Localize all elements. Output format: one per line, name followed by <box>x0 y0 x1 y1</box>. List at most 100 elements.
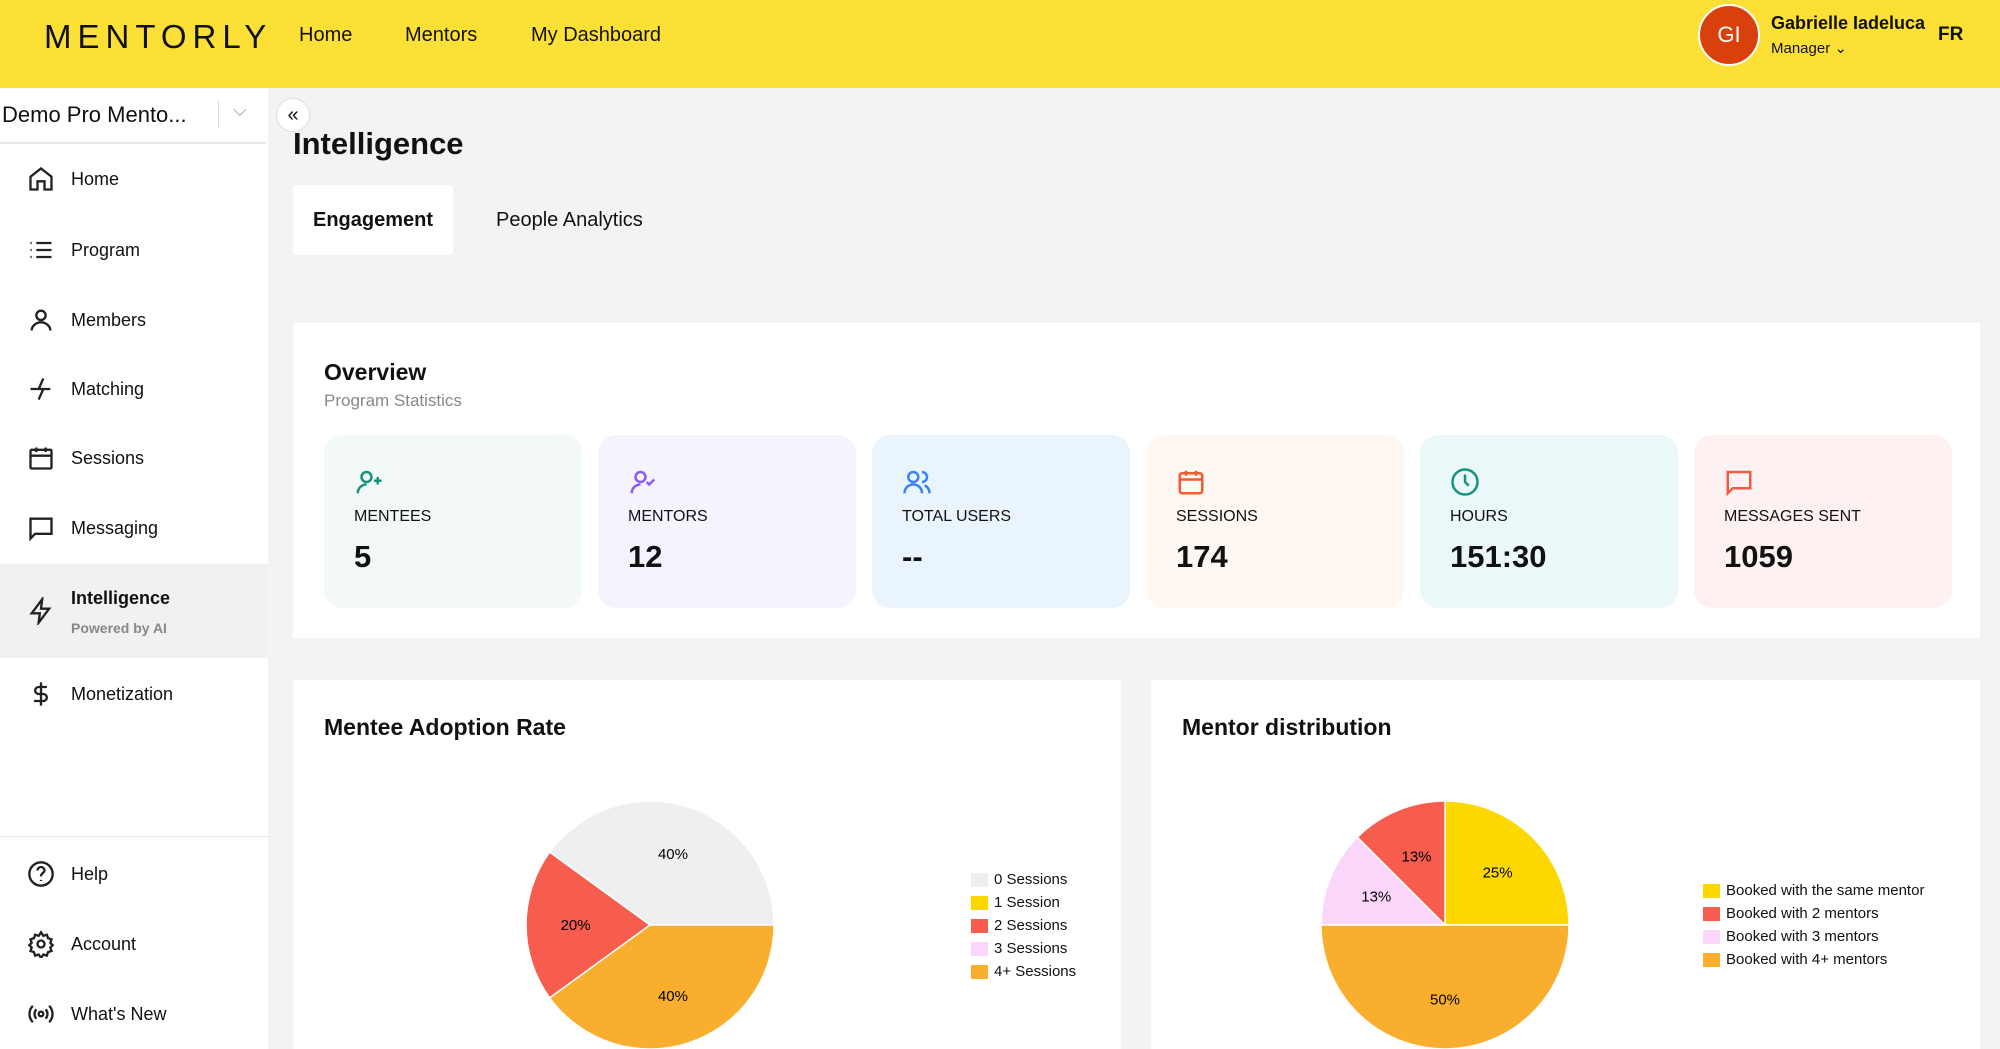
sidebar-item-intelligence[interactable]: Intelligence Powered by AI <box>0 564 268 658</box>
sidebar-item-label: Help <box>71 863 109 884</box>
tab-people-analytics[interactable]: People Analytics <box>496 208 643 231</box>
stat-value: 12 <box>628 539 663 574</box>
user-plus-icon <box>356 470 382 494</box>
legend-swatch <box>971 918 988 933</box>
legend-label: 1 Session <box>994 894 1060 911</box>
legend-item[interactable]: 0 Sessions <box>971 868 1076 891</box>
legend-item[interactable]: 2 Sessions <box>971 914 1076 937</box>
mentor-distribution-pie: 25% 13% 13% 50% <box>1320 800 1570 1049</box>
pie-slice[interactable] <box>1320 836 1447 926</box>
sidebar-item-label: Members <box>71 309 147 330</box>
legend-item[interactable]: Booked with the same mentor <box>1703 879 1924 902</box>
sidebar-item-whats-new[interactable]: What's New <box>0 989 268 1039</box>
slice-label: 50% <box>1430 991 1460 1008</box>
legend-label: Booked with 2 mentors <box>1726 905 1879 922</box>
sidebar-item-messaging[interactable]: Messaging <box>0 503 268 553</box>
slice-label: 25% <box>1483 864 1513 881</box>
chevron-down-icon: ⌵ <box>233 100 247 120</box>
legend-swatch <box>1703 883 1720 898</box>
sidebar-item-label: Account <box>71 933 137 954</box>
matching-icon <box>30 378 51 400</box>
mentor-distribution-card: Mentor distribution 25% 13% 13% 50% Booked … <box>1151 680 1980 1049</box>
sidebar-item-label: What's New <box>71 1003 167 1024</box>
stat-label: TOTAL USERS <box>902 508 1012 525</box>
legend-item[interactable]: 1 Session <box>971 891 1076 914</box>
nav-mentors[interactable]: Mentors <box>405 24 478 46</box>
sidebar-item-label: Sessions <box>71 447 145 468</box>
legend-item[interactable]: Booked with 2 mentors <box>1703 902 1924 925</box>
stat-label: MENTEES <box>354 508 432 525</box>
overview-subtitle: Program Statistics <box>324 391 462 410</box>
sidebar-item-account[interactable]: Account <box>0 919 268 969</box>
legend-label: 3 Sessions <box>994 940 1068 957</box>
users-icon <box>903 470 931 494</box>
stat-label: MESSAGES SENT <box>1724 508 1861 525</box>
tab-engagement[interactable]: Engagement <box>293 185 454 255</box>
sidebar-item-label: Intelligence <box>71 588 171 608</box>
legend-item[interactable]: 3 Sessions <box>971 937 1076 960</box>
dollar-icon <box>34 682 48 706</box>
user-role: Manager <box>1771 40 1831 57</box>
org-name: Demo Pro Mento... <box>2 102 187 127</box>
user-name[interactable]: Gabrielle Iadeluca <box>1771 13 1926 33</box>
pie-slice[interactable] <box>1444 800 1570 926</box>
stat-label: HOURS <box>1450 508 1508 525</box>
slice-label: 40% <box>658 846 688 863</box>
slice-label: 40% <box>658 988 688 1005</box>
mentorly-logo[interactable]: MENTORLY <box>44 18 273 55</box>
home-icon <box>29 167 53 191</box>
message-icon <box>29 517 53 542</box>
legend-label: Booked with 3 mentors <box>1726 928 1879 945</box>
user-role-dropdown[interactable]: Manager ⌄ <box>1771 39 1847 57</box>
collapse-sidebar-button[interactable]: « <box>276 98 310 132</box>
legend-item[interactable]: Booked with 3 mentors <box>1703 925 1924 948</box>
user-icon <box>30 309 52 331</box>
sidebar-divider <box>0 836 268 837</box>
stat-label: MENTORS <box>628 508 708 525</box>
sidebar-item-label: Monetization <box>71 683 174 704</box>
calendar-icon <box>1178 470 1204 495</box>
language-switch[interactable]: FR <box>1938 24 1964 45</box>
sidebar-item-label: Program <box>71 239 141 260</box>
legend-swatch <box>1703 929 1720 944</box>
sidebar-item-help[interactable]: Help <box>0 849 268 899</box>
legend-item[interactable]: 4+ Sessions <box>971 960 1076 983</box>
sidebar-item-label: Matching <box>71 378 145 399</box>
pie-slice[interactable] <box>548 800 775 926</box>
stat-value: -- <box>902 539 923 574</box>
stat-value: 1059 <box>1724 539 1793 574</box>
sidebar-item-monetization[interactable]: Monetization <box>0 669 268 719</box>
help-icon <box>28 861 54 887</box>
divider <box>218 100 219 128</box>
clock-icon <box>1451 468 1479 496</box>
chevrons-left-icon: « <box>287 103 299 126</box>
stat-card-sessions: SESSIONS 174 <box>1146 435 1404 608</box>
avatar[interactable]: GI <box>1698 4 1760 66</box>
legend-label: 0 Sessions <box>994 871 1068 888</box>
nav-home[interactable]: Home <box>299 24 353 46</box>
sidebar-item-program[interactable]: Program <box>0 225 268 275</box>
stat-label: SESSIONS <box>1176 508 1258 525</box>
sidebar-item-members[interactable]: Members <box>0 295 268 345</box>
slice-label: 20% <box>561 917 591 934</box>
pie-slice[interactable] <box>1320 924 1570 1049</box>
nav-my-dashboard[interactable]: My Dashboard <box>531 24 662 46</box>
mentee-adoption-card: Mentee Adoption Rate 40% 20% 40% 0 Session… <box>293 680 1121 1049</box>
pie-slice[interactable] <box>548 924 775 1049</box>
stat-card-hours: HOURS 151:30 <box>1420 435 1678 608</box>
legend-swatch <box>1703 952 1720 967</box>
chart-legend: 0 Sessions 1 Session 2 Sessions 3 Sessions 4… <box>971 868 1076 983</box>
sidebar-item-sessions[interactable]: Sessions <box>0 433 268 483</box>
stat-value: 151:30 <box>1450 539 1547 574</box>
sidebar-item-matching[interactable]: Matching <box>0 364 268 414</box>
legend-swatch <box>1703 906 1720 921</box>
legend-item[interactable]: Booked with 4+ mentors <box>1703 948 1924 971</box>
pie-slice[interactable] <box>1356 800 1446 927</box>
sidebar-item-home[interactable]: Home <box>0 154 268 204</box>
message-icon <box>1726 470 1752 497</box>
legend-label: 4+ Sessions <box>994 963 1077 980</box>
org-selector[interactable]: Demo Pro Mento... ⌵ <box>0 88 266 144</box>
pie-slice[interactable] <box>525 851 652 999</box>
gear-icon <box>27 930 55 958</box>
stat-value: 5 <box>354 539 372 574</box>
